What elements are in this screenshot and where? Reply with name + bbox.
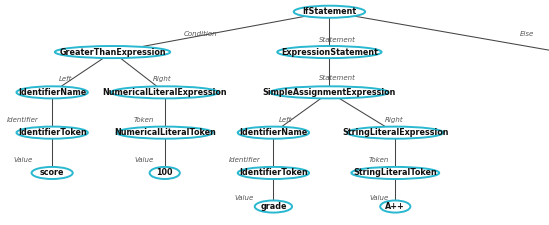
Text: Statement: Statement <box>319 75 356 81</box>
Text: Condition: Condition <box>183 31 217 37</box>
Text: GreaterThanExpression: GreaterThanExpression <box>59 47 166 56</box>
Text: IfStatement: IfStatement <box>302 7 356 16</box>
Ellipse shape <box>380 200 410 213</box>
Text: Left: Left <box>59 76 72 82</box>
Text: Else: Else <box>520 31 534 37</box>
Text: Token: Token <box>133 117 154 123</box>
Ellipse shape <box>347 127 444 139</box>
Text: Token: Token <box>368 157 389 163</box>
Ellipse shape <box>294 6 365 18</box>
Text: Value: Value <box>234 195 254 201</box>
Text: Right: Right <box>153 76 171 82</box>
Text: StringLiteralToken: StringLiteralToken <box>354 169 437 178</box>
Text: Value: Value <box>369 195 389 201</box>
Text: SimpleAssignmentExpression: SimpleAssignmentExpression <box>263 88 396 97</box>
Text: Statement: Statement <box>319 37 356 43</box>
Text: IdentifierToken: IdentifierToken <box>18 128 87 137</box>
Ellipse shape <box>32 167 72 179</box>
Ellipse shape <box>277 46 382 58</box>
Ellipse shape <box>16 127 88 139</box>
Text: Identifier: Identifier <box>228 157 260 163</box>
Text: NumericalLiteralToken: NumericalLiteralToken <box>114 128 216 137</box>
Text: score: score <box>40 169 64 178</box>
Text: IdentifierToken: IdentifierToken <box>239 169 308 178</box>
Ellipse shape <box>270 86 388 98</box>
Text: IdentifierName: IdentifierName <box>18 88 86 97</box>
Text: StringLiteralExpression: StringLiteralExpression <box>342 128 449 137</box>
Text: Left: Left <box>279 117 292 123</box>
Ellipse shape <box>238 127 309 139</box>
Text: Value: Value <box>134 157 154 163</box>
Ellipse shape <box>255 200 292 213</box>
Ellipse shape <box>16 86 88 98</box>
Text: Value: Value <box>13 157 33 163</box>
Ellipse shape <box>55 46 170 58</box>
Ellipse shape <box>116 127 212 139</box>
Ellipse shape <box>111 86 218 98</box>
Text: IdentifierName: IdentifierName <box>239 128 307 137</box>
Ellipse shape <box>149 167 180 179</box>
Text: 100: 100 <box>156 169 173 178</box>
Text: NumericalLiteralExpression: NumericalLiteralExpression <box>102 88 227 97</box>
Ellipse shape <box>351 167 439 179</box>
Text: Identifier: Identifier <box>7 117 39 123</box>
Ellipse shape <box>238 167 309 179</box>
Text: ExpressionStatement: ExpressionStatement <box>281 47 378 56</box>
Text: grade: grade <box>260 202 287 211</box>
Text: Right: Right <box>385 117 404 123</box>
Text: A++: A++ <box>385 202 405 211</box>
